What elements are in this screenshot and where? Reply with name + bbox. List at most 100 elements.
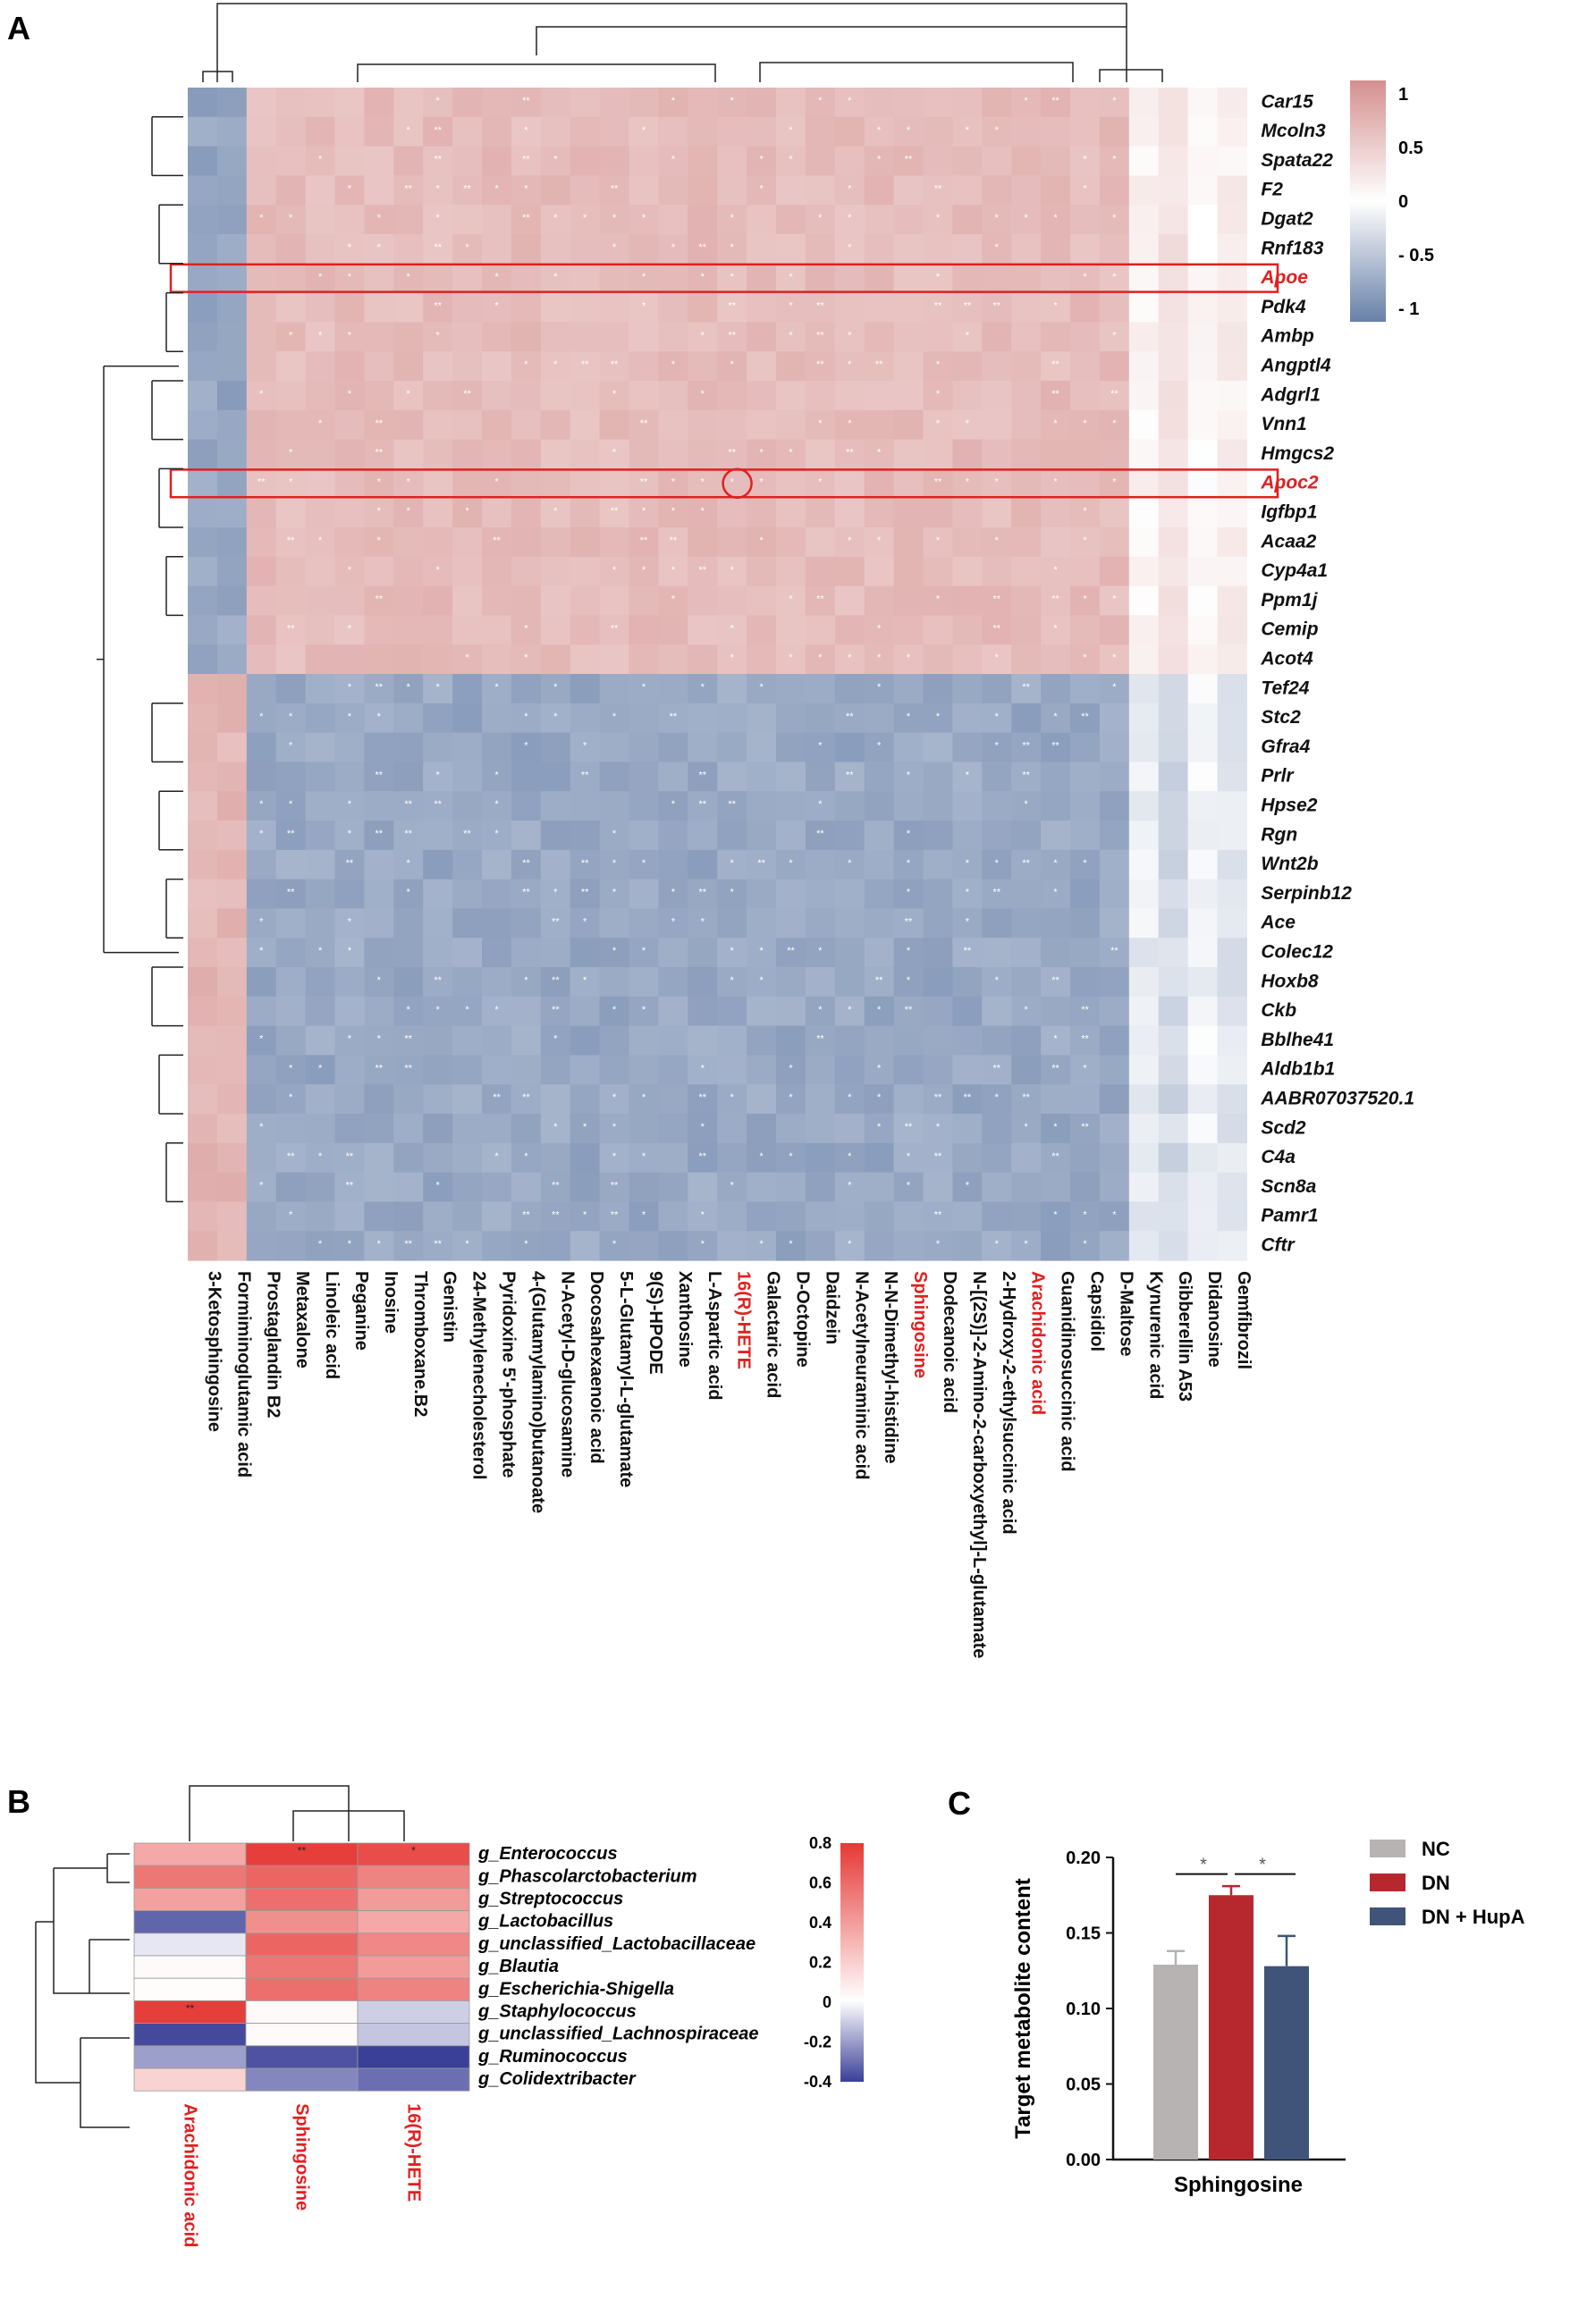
heatmap-b-cell (246, 2000, 358, 2023)
heatmap-a-cell (364, 147, 394, 176)
heatmap-a-cell (1129, 791, 1160, 821)
heatmap-a-cell (1100, 351, 1130, 381)
heatmap-a-cell (1129, 1055, 1160, 1084)
heatmap-a-star: * (907, 770, 911, 780)
heatmap-a-cell (423, 498, 453, 527)
heatmap-a-cell (776, 821, 806, 850)
heatmap-a-star: ** (346, 1151, 354, 1162)
heatmap-a-cell (717, 117, 747, 147)
heatmap-a-star: * (553, 213, 558, 223)
heatmap-a-cell (541, 1231, 571, 1260)
heatmap-a-cell (1188, 1173, 1219, 1202)
heatmap-a-cell (1129, 674, 1160, 703)
heatmap-a-cell (541, 791, 571, 821)
heatmap-a-star: * (494, 1005, 499, 1015)
heatmap-a-star: ** (522, 888, 530, 898)
heatmap-a-cell (1041, 1084, 1071, 1114)
heatmap-a-cell (1011, 322, 1042, 351)
heatmap-a-star: * (877, 155, 882, 165)
heatmap-a-cell (1218, 1143, 1248, 1173)
heatmap-a-star: ** (522, 96, 530, 106)
heatmap-a-cell (423, 586, 453, 616)
heatmap-a-star: * (1053, 213, 1058, 223)
heatmap-a-star: ** (434, 301, 442, 312)
heatmap-a-cell (511, 322, 542, 351)
heatmap-a-star: * (348, 272, 352, 282)
heatmap-a-star: * (407, 506, 411, 517)
heatmap-a-star: ** (404, 1034, 412, 1045)
heatmap-a-cell (1100, 1114, 1130, 1143)
heatmap-a-star: * (759, 682, 764, 693)
heatmap-a-cell (952, 703, 983, 733)
heatmap-a-cell (688, 644, 718, 674)
heatmap-a-cell (393, 762, 424, 791)
heatmap-a-star: * (759, 155, 764, 165)
heatmap-a-cell (217, 997, 248, 1026)
heatmap-a-star: * (995, 1092, 1000, 1103)
heatmap-a-cell (1129, 1173, 1160, 1202)
heatmap-a-star: * (524, 741, 528, 752)
heatmap-a-star: ** (846, 712, 854, 722)
heatmap-a-star: * (789, 1063, 793, 1074)
heatmap-b-row-label: g_Phascolarctobacterium (477, 1866, 697, 1886)
heatmap-a-star: ** (1051, 1151, 1059, 1162)
heatmap-a-cell (1159, 117, 1189, 147)
heatmap-a-star: ** (552, 1181, 560, 1191)
heatmap-a-cell (482, 1055, 512, 1084)
heatmap-a-star: * (789, 155, 793, 165)
heatmap-a-star: ** (993, 301, 1001, 312)
heatmap-a-cell (1188, 586, 1219, 616)
heatmap-a-star: * (1024, 96, 1028, 106)
heatmap-a-cell (1100, 293, 1130, 323)
heatmap-a-cell (217, 821, 248, 850)
heatmap-a-cell (629, 644, 660, 674)
heatmap-a-cell (511, 762, 542, 791)
heatmap-a-cell (511, 997, 542, 1026)
heatmap-a-cell (952, 351, 983, 381)
heatmap-a-cell (1041, 938, 1071, 967)
heatmap-a-star: * (407, 888, 411, 898)
heatmap-a-cell (1218, 644, 1248, 674)
heatmap-a-cell (1218, 205, 1248, 234)
heatmap-a-star: * (907, 653, 911, 663)
heatmap-a-cell (276, 674, 307, 703)
heatmap-a-star: * (966, 916, 970, 927)
heatmap-a-cell (952, 175, 983, 205)
heatmap-a-star: * (759, 476, 764, 487)
heatmap-a-cell (776, 997, 806, 1026)
heatmap-a-cell (247, 850, 277, 880)
heatmap-a-cell (835, 615, 865, 644)
heatmap-a-cell (688, 351, 718, 381)
heatmap-a-star: * (701, 682, 705, 693)
heatmap-a-cell (188, 410, 218, 440)
heatmap-a-star: * (377, 476, 382, 487)
heatmap-a-cell (188, 264, 218, 293)
heatmap-a-cell (1188, 997, 1219, 1026)
heatmap-a-cell (335, 762, 366, 791)
heatmap-a-cell (335, 1084, 366, 1114)
heatmap-a-cell (688, 117, 718, 147)
heatmap-a-cell (806, 880, 836, 909)
heatmap-a-cell (306, 498, 336, 527)
heatmap-a-cell (570, 1055, 601, 1084)
heatmap-a-star: ** (728, 301, 736, 312)
heatmap-a-cell (865, 1201, 895, 1231)
heatmap-a-star: * (907, 829, 911, 839)
heatmap-a-cell (1218, 997, 1248, 1026)
heatmap-a-star: ** (287, 535, 295, 546)
heatmap-a-cell (306, 175, 336, 205)
heatmap-a-cell (511, 1055, 542, 1084)
heatmap-a-cell (452, 762, 482, 791)
heatmap-a-cell (894, 527, 924, 557)
heatmap-a-star: * (759, 448, 764, 459)
heatmap-a-cell (541, 821, 571, 850)
heatmap-a-cell (924, 908, 954, 938)
heatmap-a-row-label: Serpinb12 (1261, 883, 1352, 904)
heatmap-a-cell (1159, 821, 1189, 850)
heatmap-b-cell (134, 2024, 246, 2046)
heatmap-a-cell (1218, 175, 1248, 205)
heatmap-a-cell (306, 644, 336, 674)
heatmap-a-star: * (907, 125, 911, 136)
heatmap-a-cell (658, 1201, 688, 1231)
heatmap-a-cell (982, 264, 1012, 293)
